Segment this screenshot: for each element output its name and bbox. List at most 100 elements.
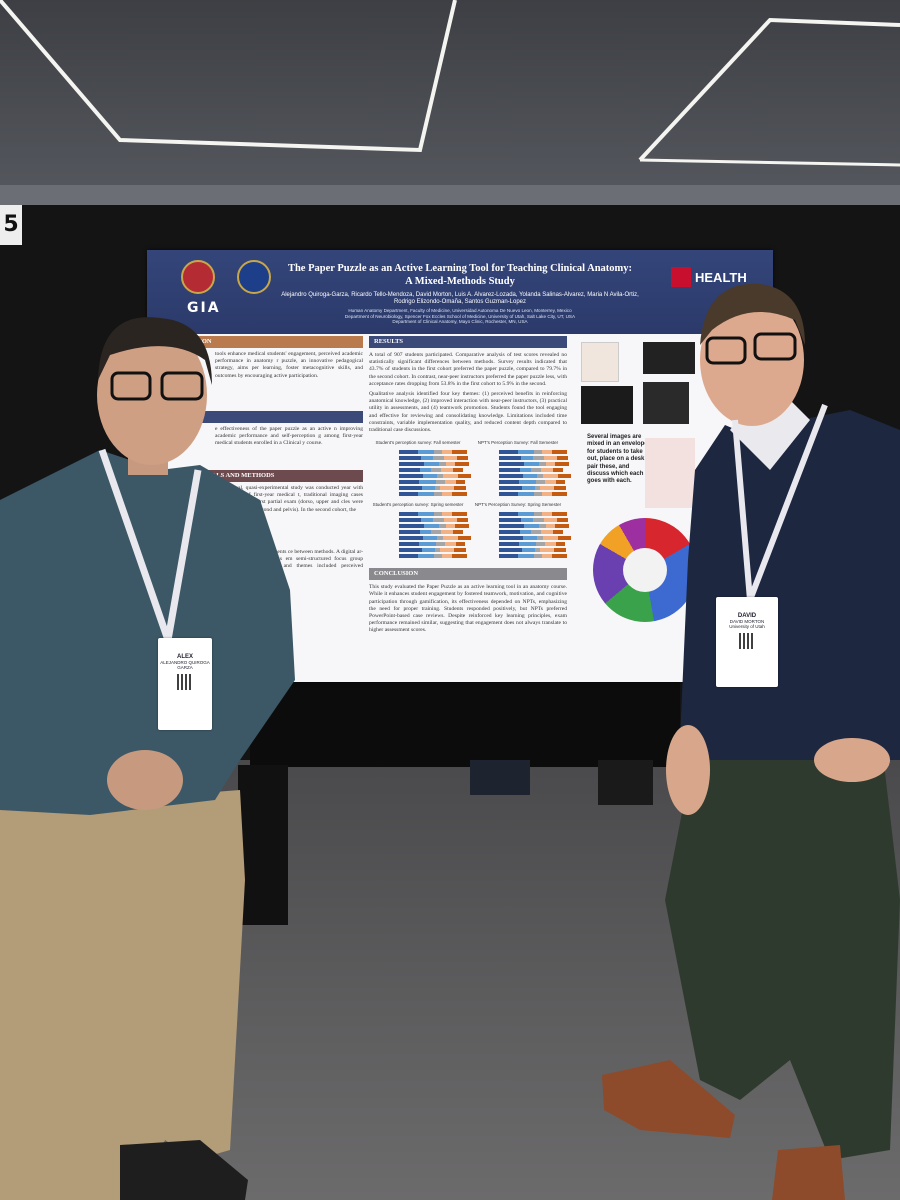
chart-decoration xyxy=(399,486,422,491)
right-column: Several images are mixed in an envelope,… xyxy=(579,338,769,678)
chart-decoration xyxy=(453,530,463,535)
shoe xyxy=(120,1140,248,1200)
ceiling-light xyxy=(0,0,457,153)
ceiling xyxy=(0,0,900,200)
trousers xyxy=(665,720,900,1160)
section-text: A total of 907 students participated. Co… xyxy=(369,352,567,387)
badge-full-name: ALEJANDRO QUIROGA GARZA xyxy=(160,660,210,670)
chart-decoration xyxy=(457,518,468,523)
poster-affiliations: Human Anatomy Department, Faculty of Med… xyxy=(277,308,643,325)
chart-decoration xyxy=(444,518,457,523)
survey-charts: Student's perception survey: Fall semest… xyxy=(369,440,571,564)
image-note: Several images are mixed in an envelope,… xyxy=(587,434,652,485)
chart-decoration xyxy=(537,536,543,541)
chart-decoration xyxy=(455,524,469,529)
chart-decoration xyxy=(557,456,568,461)
anatomy-image xyxy=(581,342,619,382)
chart-decoration xyxy=(499,536,523,541)
chart-decoration xyxy=(558,536,571,541)
chart-title: Student's perception survey: Fall semest… xyxy=(375,440,461,446)
chart-decoration xyxy=(542,450,552,455)
chart-decoration xyxy=(534,492,542,497)
chart-decoration xyxy=(437,536,443,541)
chart-decoration xyxy=(420,468,431,473)
chart-decoration xyxy=(499,468,520,473)
chart-decoration xyxy=(399,468,420,473)
section-heading: CONCLUSION xyxy=(369,568,567,581)
person-right xyxy=(602,283,900,1200)
hair xyxy=(98,317,212,385)
chart-decoration xyxy=(556,480,565,485)
chart-decoration xyxy=(552,450,567,455)
chart-decoration xyxy=(546,524,555,529)
chart-decoration xyxy=(399,542,419,547)
chart-decoration xyxy=(442,492,452,497)
section-heading: RESULTS xyxy=(369,336,567,348)
chart-decoration xyxy=(499,530,520,535)
chart-decoration xyxy=(544,518,557,523)
chart-decoration xyxy=(424,524,439,529)
chart-decoration xyxy=(435,486,440,491)
chart-decoration xyxy=(420,530,431,535)
chart-decoration xyxy=(452,512,467,517)
chart-decoration xyxy=(542,512,552,517)
booth-number: 5 xyxy=(0,205,22,245)
badge-name: ALEX xyxy=(176,654,193,660)
poster-header: GIA HEALTH The Paper Puzzle as an Active… xyxy=(147,250,773,334)
chart-decoration xyxy=(454,486,466,491)
chart-decoration xyxy=(499,462,524,467)
head xyxy=(97,325,207,465)
qr-code xyxy=(177,674,193,690)
chart-decoration xyxy=(499,548,522,553)
section-heading: TION xyxy=(190,336,363,348)
chart-decoration xyxy=(553,530,563,535)
chart-decoration xyxy=(399,450,418,455)
poster-authors: Alejandro Quiroga-Garza, Ricardo Tello-M… xyxy=(281,292,639,305)
chart-decoration xyxy=(418,450,434,455)
background-person xyxy=(598,760,653,805)
chart-decoration xyxy=(552,512,567,517)
ceiling-light xyxy=(639,158,900,167)
chart-decoration xyxy=(446,462,455,467)
chart-decoration xyxy=(520,530,531,535)
sweater xyxy=(680,410,900,760)
section-heading xyxy=(195,411,363,423)
chart-decoration xyxy=(421,518,433,523)
chart-decoration xyxy=(399,524,424,529)
chart-decoration xyxy=(545,480,556,485)
section-text: Qualitative analysis identified four key… xyxy=(369,391,567,434)
chart-decoration xyxy=(518,492,534,497)
chart-decoration xyxy=(543,536,558,541)
chart-decoration xyxy=(399,530,420,535)
chart-decoration xyxy=(542,554,552,559)
chart-decoration xyxy=(399,518,421,523)
chart-decoration xyxy=(555,524,569,529)
chart-decoration xyxy=(436,542,445,547)
chart-decoration xyxy=(553,468,563,473)
sunburst-center xyxy=(623,548,667,592)
middle-column: RESULTS A total of 907 students particip… xyxy=(369,336,571,635)
chart-decoration xyxy=(499,480,519,485)
chart-decoration xyxy=(399,548,422,553)
name-badge: DAVID DAVID MORTON University of Utah xyxy=(716,597,778,687)
chart-decoration xyxy=(556,542,565,547)
poster: GIA HEALTH The Paper Puzzle as an Active… xyxy=(147,250,773,682)
chart-decoration xyxy=(542,492,552,497)
chart-decoration xyxy=(453,468,463,473)
chart-decoration xyxy=(452,492,467,497)
chart-decoration xyxy=(423,536,437,541)
chart-decoration xyxy=(399,536,423,541)
chart-decoration xyxy=(442,450,452,455)
chart-decoration xyxy=(499,492,518,497)
ceiling-light xyxy=(638,17,900,162)
chart-decoration xyxy=(454,548,466,553)
chart-decoration xyxy=(431,530,441,535)
glasses xyxy=(705,336,747,365)
chart-decoration xyxy=(524,462,539,467)
left-column: TION tools enhance medical students' eng… xyxy=(190,336,363,601)
chart-decoration xyxy=(456,542,465,547)
chart-decoration xyxy=(441,530,453,535)
chart-decoration xyxy=(535,486,540,491)
chart-decoration xyxy=(522,486,535,491)
chart-decoration xyxy=(434,554,442,559)
